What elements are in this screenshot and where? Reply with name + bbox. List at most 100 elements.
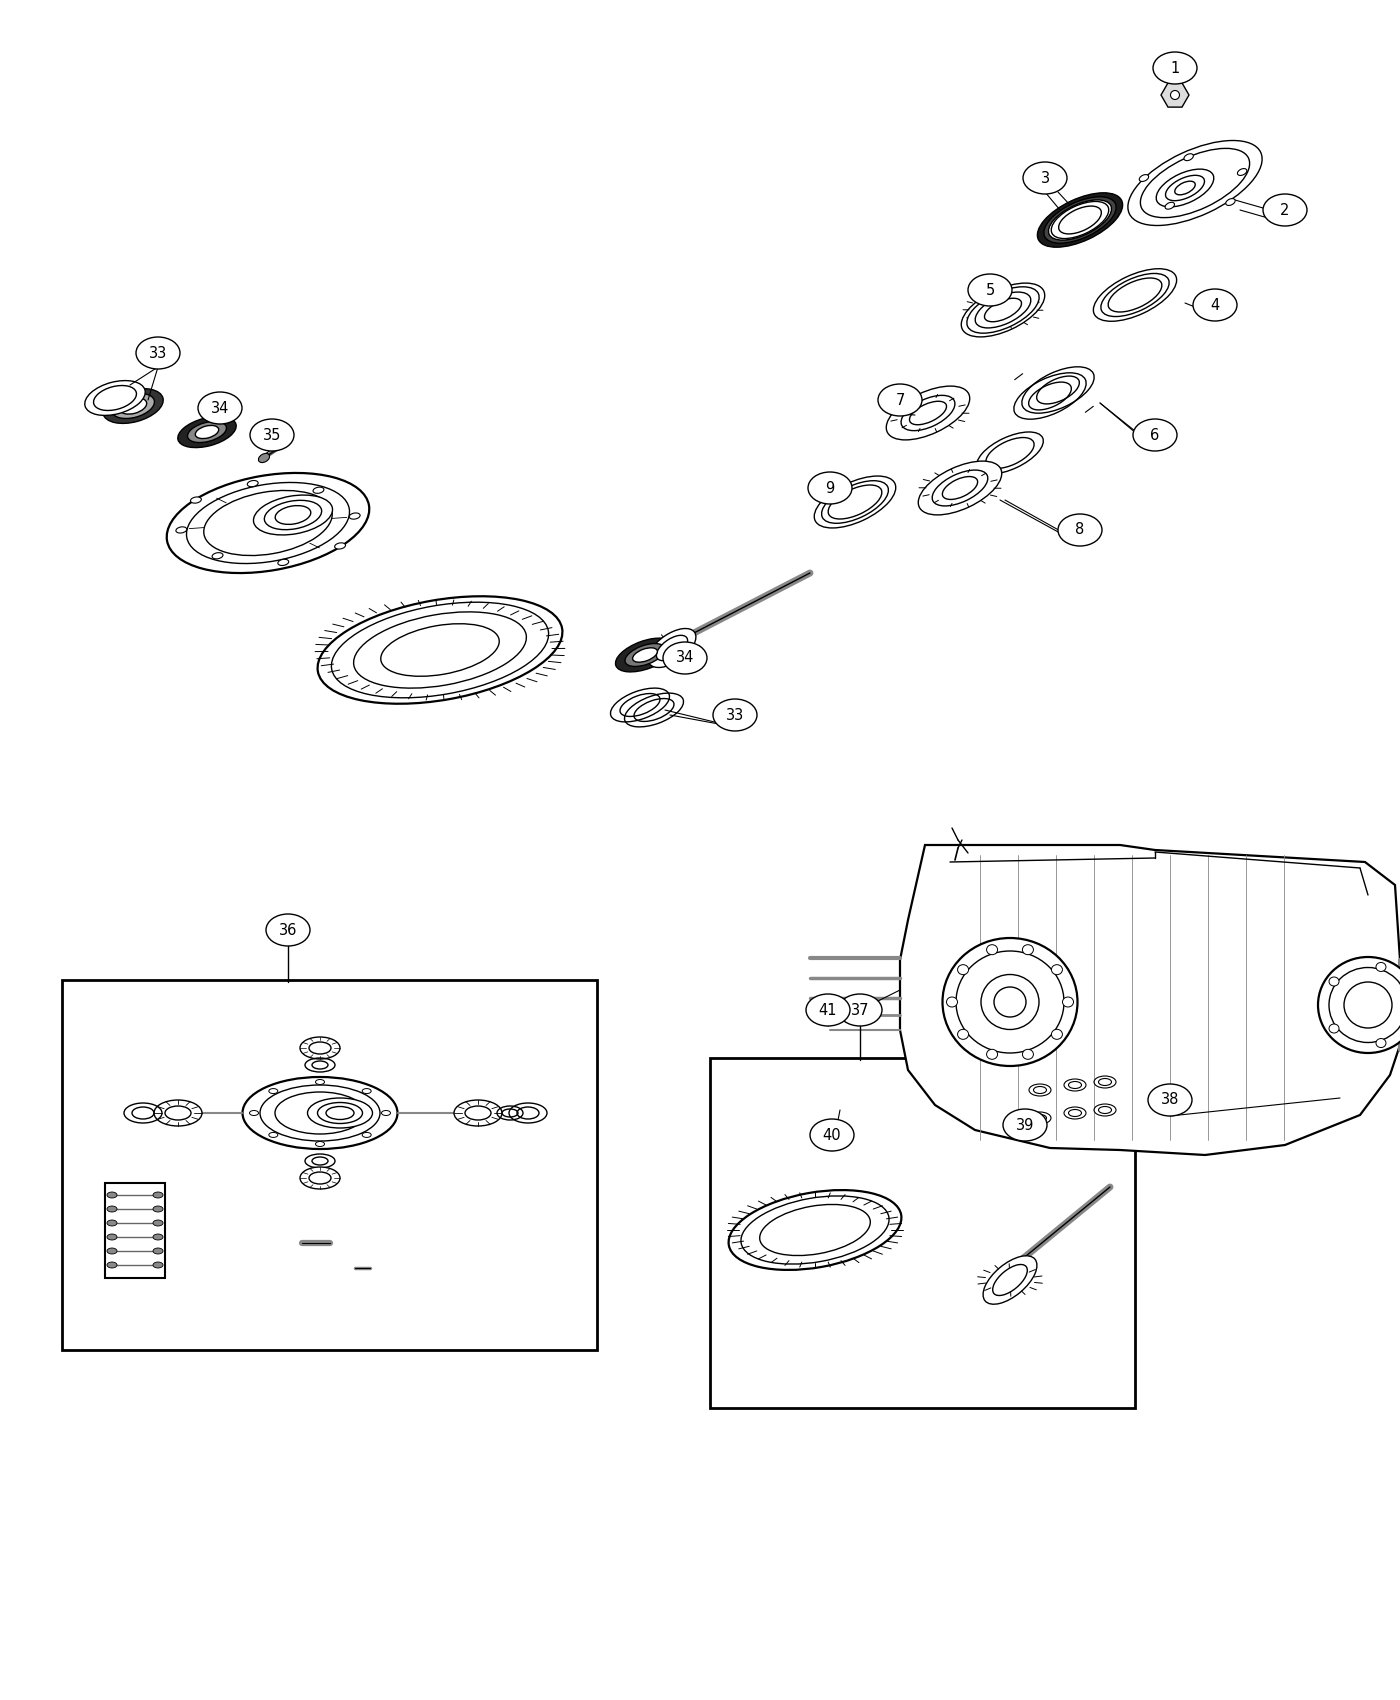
Text: 7: 7 xyxy=(896,393,904,408)
Ellipse shape xyxy=(1226,199,1235,206)
Ellipse shape xyxy=(1022,945,1033,955)
Ellipse shape xyxy=(274,1091,365,1134)
Text: 6: 6 xyxy=(1151,427,1159,442)
Ellipse shape xyxy=(112,393,154,418)
Text: 34: 34 xyxy=(676,651,694,665)
Ellipse shape xyxy=(265,500,322,530)
Ellipse shape xyxy=(967,287,1039,333)
Ellipse shape xyxy=(136,337,181,369)
Text: 9: 9 xyxy=(826,481,834,495)
Ellipse shape xyxy=(106,1205,118,1212)
Text: 35: 35 xyxy=(263,427,281,442)
Ellipse shape xyxy=(1156,168,1214,207)
Ellipse shape xyxy=(993,1265,1028,1295)
Ellipse shape xyxy=(958,1028,969,1039)
Ellipse shape xyxy=(1051,964,1063,974)
Ellipse shape xyxy=(1133,418,1177,450)
Ellipse shape xyxy=(1170,90,1179,100)
Ellipse shape xyxy=(1238,168,1247,175)
Polygon shape xyxy=(1161,83,1189,107)
Ellipse shape xyxy=(381,624,500,677)
Ellipse shape xyxy=(248,481,258,486)
Ellipse shape xyxy=(188,422,227,442)
Ellipse shape xyxy=(153,1221,162,1226)
Ellipse shape xyxy=(363,1088,371,1093)
Ellipse shape xyxy=(315,1080,325,1085)
Ellipse shape xyxy=(300,1037,340,1059)
Ellipse shape xyxy=(1329,977,1338,986)
Ellipse shape xyxy=(886,386,970,440)
Ellipse shape xyxy=(176,527,186,534)
Text: 8: 8 xyxy=(1075,522,1085,537)
Ellipse shape xyxy=(277,559,288,566)
Ellipse shape xyxy=(1184,153,1193,160)
Ellipse shape xyxy=(839,994,882,1027)
Ellipse shape xyxy=(308,1098,372,1129)
Ellipse shape xyxy=(249,1110,259,1115)
Ellipse shape xyxy=(196,425,218,439)
Ellipse shape xyxy=(154,1100,202,1125)
Ellipse shape xyxy=(178,416,237,447)
Text: 40: 40 xyxy=(823,1127,841,1142)
Ellipse shape xyxy=(1376,962,1386,971)
Text: 5: 5 xyxy=(986,282,994,297)
Ellipse shape xyxy=(1128,141,1263,226)
Text: 41: 41 xyxy=(819,1003,837,1018)
Ellipse shape xyxy=(106,1221,118,1226)
Ellipse shape xyxy=(713,699,757,731)
Bar xyxy=(105,1183,165,1278)
Ellipse shape xyxy=(318,597,563,704)
Ellipse shape xyxy=(624,644,665,666)
Ellipse shape xyxy=(1329,1023,1338,1034)
Bar xyxy=(62,979,596,1350)
Ellipse shape xyxy=(1263,194,1308,226)
Ellipse shape xyxy=(967,274,1012,306)
Polygon shape xyxy=(900,845,1400,1154)
Ellipse shape xyxy=(962,284,1044,337)
Ellipse shape xyxy=(259,454,270,462)
Ellipse shape xyxy=(153,1261,162,1268)
Ellipse shape xyxy=(119,398,147,415)
Ellipse shape xyxy=(251,418,294,450)
Ellipse shape xyxy=(1022,1049,1033,1059)
Ellipse shape xyxy=(315,1141,325,1146)
Text: 1: 1 xyxy=(1170,61,1180,75)
Ellipse shape xyxy=(664,643,707,673)
Text: 2: 2 xyxy=(1281,202,1289,218)
Ellipse shape xyxy=(106,1248,118,1255)
Ellipse shape xyxy=(657,636,687,661)
Ellipse shape xyxy=(153,1192,162,1198)
Ellipse shape xyxy=(269,1088,277,1093)
Ellipse shape xyxy=(610,688,669,722)
Ellipse shape xyxy=(633,648,658,663)
Ellipse shape xyxy=(942,938,1078,1066)
Ellipse shape xyxy=(363,1132,371,1137)
Ellipse shape xyxy=(1317,957,1400,1052)
Ellipse shape xyxy=(211,552,223,559)
Ellipse shape xyxy=(454,1100,503,1125)
Ellipse shape xyxy=(106,1234,118,1239)
Text: 33: 33 xyxy=(148,345,167,360)
Ellipse shape xyxy=(349,513,360,518)
Ellipse shape xyxy=(204,491,332,556)
Ellipse shape xyxy=(106,1261,118,1268)
Ellipse shape xyxy=(266,915,309,945)
Ellipse shape xyxy=(1023,162,1067,194)
Text: 34: 34 xyxy=(211,401,230,415)
Ellipse shape xyxy=(1002,1108,1047,1141)
Text: 4: 4 xyxy=(1211,298,1219,313)
Ellipse shape xyxy=(616,638,675,672)
Ellipse shape xyxy=(987,1049,998,1059)
Ellipse shape xyxy=(728,1190,902,1270)
Ellipse shape xyxy=(760,1204,871,1256)
Text: 38: 38 xyxy=(1161,1093,1179,1107)
Ellipse shape xyxy=(381,1110,391,1115)
Ellipse shape xyxy=(1193,289,1238,321)
Ellipse shape xyxy=(806,994,850,1027)
Ellipse shape xyxy=(1044,197,1116,243)
Ellipse shape xyxy=(987,945,998,955)
Ellipse shape xyxy=(878,384,923,416)
Ellipse shape xyxy=(1154,53,1197,83)
Ellipse shape xyxy=(946,996,958,1006)
Ellipse shape xyxy=(85,381,146,415)
